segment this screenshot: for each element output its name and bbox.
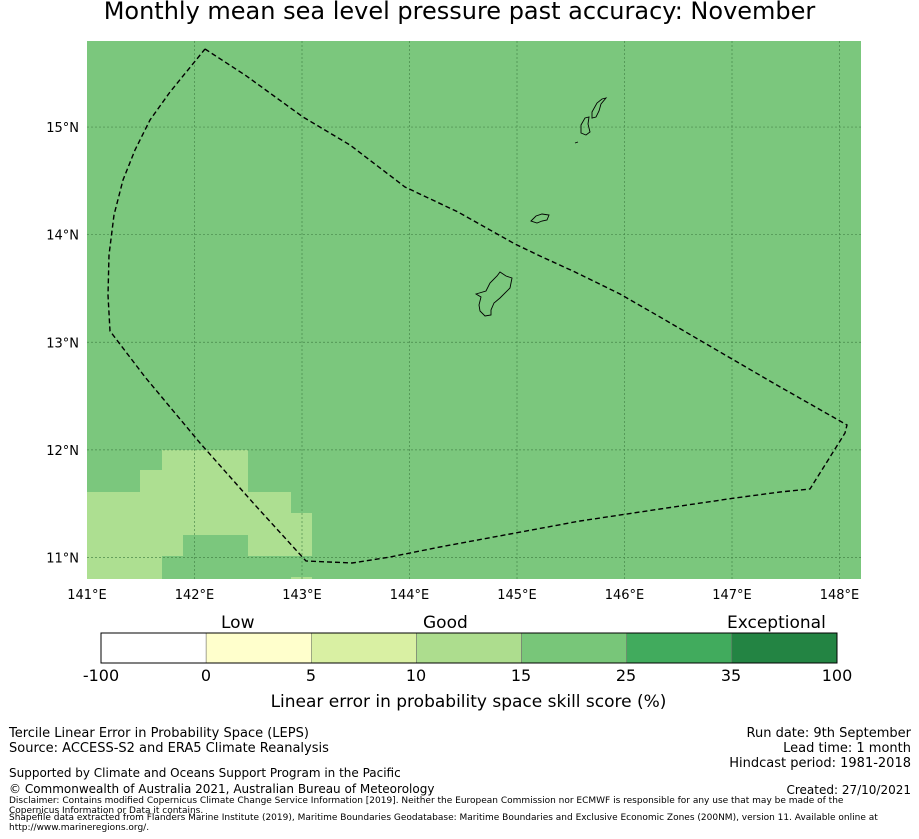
colorbar-tick: 5 — [305, 666, 317, 685]
colorbar-swatch — [205, 632, 312, 664]
lon-tick-label: 146°E — [605, 588, 645, 603]
colorbar-tick: 0 — [200, 666, 212, 685]
colorbar-swatch — [311, 632, 417, 664]
disclaimer-line-1: Disclaimer: Contains modified Copernicus… — [9, 796, 844, 806]
colorbar-outline — [100, 632, 838, 664]
islands — [474, 97, 608, 317]
lat-tick-label: 11°N — [46, 551, 79, 566]
colorbar-tick: 15 — [510, 666, 532, 685]
island-rota — [530, 213, 550, 224]
lat-tick-label: 12°N — [46, 444, 79, 459]
colorbar-tick: 25 — [615, 666, 637, 685]
skill-patch-lower-left — [87, 450, 312, 579]
colorbar-swatch — [100, 632, 207, 664]
eez-boundary — [107, 48, 848, 564]
map-title: Monthly mean sea level pressure past acc… — [103, 0, 816, 25]
colorbar-category-low: Low — [221, 613, 255, 633]
island-saipan — [591, 97, 608, 119]
colorbar-label: Linear error in probability space skill … — [270, 692, 667, 712]
footer-hindcast: Hindcast period: 1981-2018 — [729, 756, 911, 771]
colorbar — [100, 632, 838, 664]
lon-tick-label: 142°E — [175, 588, 215, 603]
shapefile-line-1: Shapefile data extracted from Flanders M… — [9, 813, 878, 823]
footer-method: Tercile Linear Error in Probability Spac… — [9, 726, 309, 741]
colorbar-swatch — [626, 632, 733, 664]
footer-lead-time: Lead time: 1 month — [783, 741, 911, 756]
footer-created: Created: 27/10/2021 — [786, 783, 911, 797]
lon-tick-label: 147°E — [712, 588, 752, 603]
colorbar-swatch — [521, 632, 627, 664]
lon-tick-label: 143°E — [282, 588, 322, 603]
colorbar-tick: 10 — [405, 666, 427, 685]
lon-tick-label: 145°E — [497, 588, 537, 603]
colorbar-swatch — [731, 632, 838, 664]
shapefile-line-2: http://www.marineregions.org/. — [9, 823, 150, 833]
footer-support: Supported by Climate and Oceans Support … — [9, 766, 401, 780]
island-guam — [474, 271, 513, 317]
footer-run-date: Run date: 9th September — [746, 726, 911, 741]
footer-source: Source: ACCESS-S2 and ERA5 Climate Reana… — [9, 741, 329, 756]
lon-tick-label: 144°E — [390, 588, 430, 603]
colorbar-category-good: Good — [423, 613, 468, 633]
colorbar-tick: 100 — [821, 666, 853, 685]
colorbar-swatch — [416, 632, 522, 664]
disclaimer-line-2: Copernicus Information or Data it contai… — [9, 806, 204, 816]
lat-tick-label: 15°N — [46, 121, 79, 136]
colorbar-tick: 35 — [720, 666, 742, 685]
lon-tick-label: 148°E — [820, 588, 860, 603]
lat-tick-label: 14°N — [46, 229, 79, 244]
map-gridlines — [87, 41, 861, 579]
lat-tick-label: 13°N — [46, 336, 79, 351]
lon-tick-label: 141°E — [67, 588, 107, 603]
footer-copyright: © Commonwealth of Australia 2021, Austra… — [9, 782, 435, 796]
skill-patch-small — [291, 577, 312, 579]
colorbar-tick: -100 — [82, 666, 120, 685]
island-aguijan — [574, 141, 579, 144]
island-tinian — [580, 116, 591, 136]
colorbar-category-exceptional: Exceptional — [727, 613, 826, 633]
